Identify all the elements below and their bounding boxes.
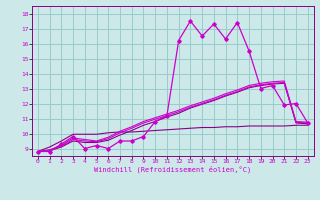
X-axis label: Windchill (Refroidissement éolien,°C): Windchill (Refroidissement éolien,°C) xyxy=(94,166,252,173)
